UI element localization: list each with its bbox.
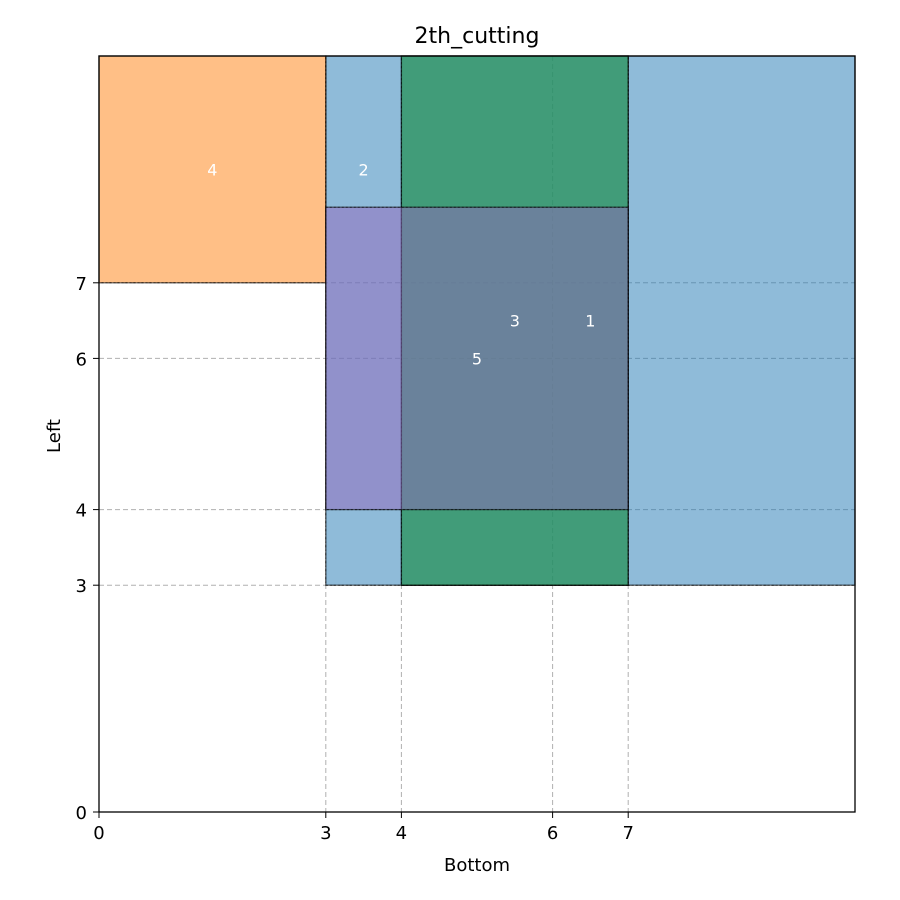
rectangle-label-1: 1 — [585, 312, 595, 331]
x-tick-label-3: 6 — [547, 823, 558, 844]
y-ticks: 0 3 4 6 7 — [76, 274, 99, 824]
y-axis-label: Left — [44, 419, 65, 453]
x-tick-label-4: 7 — [622, 823, 633, 844]
y-tick-label-0: 0 — [76, 803, 87, 824]
y-tick-label-4: 7 — [76, 274, 87, 295]
chart-title: 2th_cutting — [415, 24, 540, 49]
rectangle-labels-layer: 1 2 3 4 5 — [207, 160, 595, 368]
plot-frame — [98, 55, 856, 813]
x-axis-label: Bottom — [444, 855, 510, 876]
x-tick-label-0: 0 — [93, 823, 104, 844]
rectangle-4 — [98, 55, 327, 284]
rectangle-label-2: 2 — [359, 160, 369, 179]
x-tick-label-1: 3 — [320, 823, 331, 844]
rectangles-layer — [98, 55, 856, 586]
y-tick-label-2: 4 — [76, 501, 87, 522]
x-ticks: 0 3 4 6 7 — [93, 812, 634, 844]
rectangle-5-outline — [325, 206, 629, 511]
y-tick-label-3: 6 — [76, 349, 87, 370]
rectangle-5 — [325, 206, 629, 511]
y-tick-label-1: 3 — [76, 576, 87, 597]
rectangle-label-5: 5 — [472, 349, 482, 368]
x-tick-label-2: 4 — [396, 823, 407, 844]
rectangle-label-3: 3 — [510, 312, 520, 331]
rectangle-label-4: 4 — [207, 160, 217, 179]
